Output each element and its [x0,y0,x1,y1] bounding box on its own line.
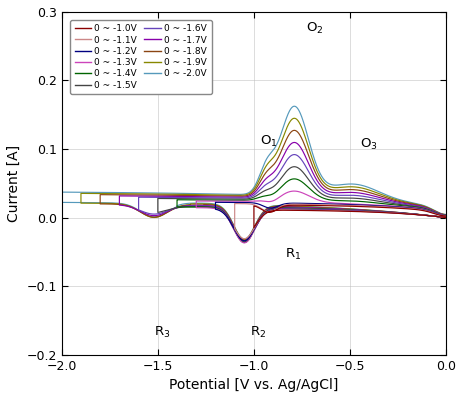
Y-axis label: Current [A]: Current [A] [7,145,21,222]
Text: R$_3$: R$_3$ [154,324,170,340]
Text: R$_1$: R$_1$ [285,247,301,262]
X-axis label: Potential [V vs. Ag/AgCl]: Potential [V vs. Ag/AgCl] [169,378,338,392]
Text: O$_1$: O$_1$ [260,134,277,149]
Text: R$_2$: R$_2$ [250,324,266,340]
Text: O$_3$: O$_3$ [360,137,377,152]
Text: O$_2$: O$_2$ [306,21,323,36]
Legend: 0 ~ -1.0V, 0 ~ -1.1V, 0 ~ -1.2V, 0 ~ -1.3V, 0 ~ -1.4V, 0 ~ -1.5V, 0 ~ -1.6V, 0 ~: 0 ~ -1.0V, 0 ~ -1.1V, 0 ~ -1.2V, 0 ~ -1.… [70,20,212,94]
